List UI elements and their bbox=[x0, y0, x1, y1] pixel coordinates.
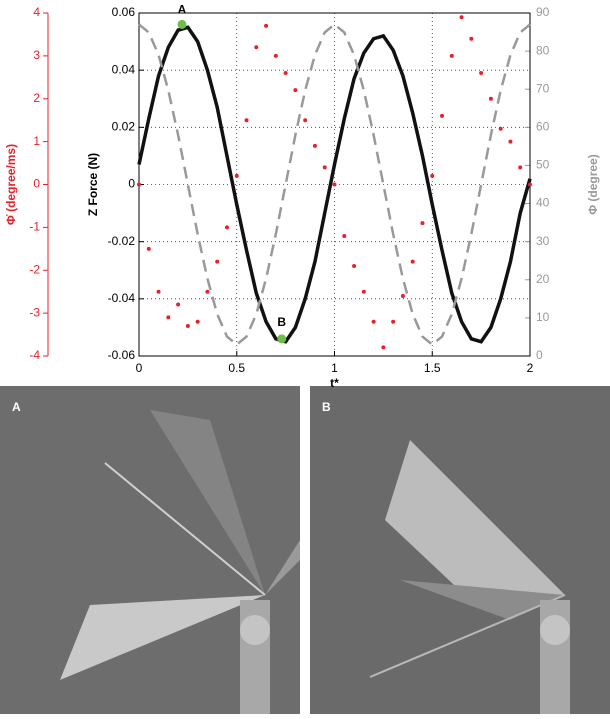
y-tick-label: 0 bbox=[128, 177, 135, 191]
y2-tick-label: 20 bbox=[536, 272, 550, 286]
data-point bbox=[264, 24, 268, 28]
y3-tick-label: 2 bbox=[33, 91, 40, 105]
y-tick-label: -0.04 bbox=[108, 291, 136, 305]
data-point bbox=[137, 183, 141, 187]
y2-tick-label: 90 bbox=[536, 5, 550, 19]
x-tick-label: 0.5 bbox=[228, 361, 245, 375]
x-tick-label: 0 bbox=[136, 361, 143, 375]
y-tick-label: -0.06 bbox=[108, 348, 136, 362]
data-point bbox=[352, 264, 356, 268]
y3-tick-label: -2 bbox=[29, 262, 40, 276]
y3-tick-label: 4 bbox=[33, 5, 40, 19]
data-point bbox=[205, 290, 209, 294]
y2-tick-label: 30 bbox=[536, 234, 550, 248]
data-point bbox=[499, 127, 503, 131]
y-axis-label: Z Force (N) bbox=[86, 153, 100, 216]
data-point bbox=[479, 71, 483, 75]
data-point bbox=[381, 345, 385, 349]
annotation-point bbox=[178, 20, 187, 29]
y2-tick-label: 50 bbox=[536, 158, 550, 172]
panel-label: B bbox=[322, 400, 331, 414]
y2-axis-label: Φ (degree) bbox=[586, 154, 600, 215]
data-point bbox=[235, 174, 239, 178]
data-point bbox=[166, 315, 170, 319]
data-point bbox=[157, 290, 161, 294]
y-tick-label: 0.02 bbox=[112, 120, 136, 134]
data-point bbox=[469, 37, 473, 41]
data-point bbox=[372, 320, 376, 324]
data-point bbox=[440, 114, 444, 118]
panel-label: A bbox=[12, 400, 21, 414]
data-point bbox=[313, 144, 317, 148]
y2-tick-label: 60 bbox=[536, 120, 550, 134]
data-point bbox=[430, 174, 434, 178]
annotation-label: A bbox=[178, 3, 187, 17]
x-axis-label: t* bbox=[330, 376, 339, 390]
y-tick-label: -0.02 bbox=[108, 234, 136, 248]
y3-tick-label: -4 bbox=[29, 348, 40, 362]
data-point bbox=[489, 97, 493, 101]
annotation-label: B bbox=[277, 315, 286, 329]
data-point bbox=[245, 118, 249, 122]
data-point bbox=[411, 260, 415, 264]
data-point bbox=[450, 54, 454, 58]
data-point bbox=[401, 294, 405, 298]
y2-tick-label: 10 bbox=[536, 310, 550, 324]
figure: A B 0 0.5 1 1.5 2 -0.06 -0.04 -0.02 0 0.02 0.04 0.0… bbox=[0, 0, 610, 714]
data-point bbox=[362, 290, 366, 294]
y3-tick-label: 0 bbox=[33, 177, 40, 191]
y-tick-label: 0.06 bbox=[112, 5, 136, 19]
data-point bbox=[176, 303, 180, 307]
data-point bbox=[508, 140, 512, 144]
x-tick-label: 1 bbox=[331, 361, 338, 375]
y3-tick-label: 3 bbox=[33, 48, 40, 62]
data-point bbox=[147, 247, 151, 251]
photo-b bbox=[310, 386, 610, 714]
data-point bbox=[528, 183, 532, 187]
y3-axis-label: Φ̇ (degree/ms) bbox=[4, 144, 18, 225]
y-tick-label: 0.04 bbox=[112, 62, 136, 76]
y3-tick-label: -3 bbox=[29, 305, 40, 319]
photo-a bbox=[0, 386, 300, 714]
y2-tick-label: 0 bbox=[536, 348, 543, 362]
data-point bbox=[460, 15, 464, 19]
data-point bbox=[323, 165, 327, 169]
x-tick-label: 1.5 bbox=[424, 361, 441, 375]
y2-tick-label: 70 bbox=[536, 81, 550, 95]
data-point bbox=[215, 260, 219, 264]
y2-tick-label: 40 bbox=[536, 196, 550, 210]
data-point bbox=[303, 118, 307, 122]
data-point bbox=[293, 88, 297, 92]
data-point bbox=[186, 324, 190, 328]
annotation-point bbox=[277, 334, 286, 343]
data-point bbox=[284, 71, 288, 75]
y3-tick-label: -1 bbox=[29, 220, 40, 234]
data-point bbox=[333, 183, 337, 187]
data-point bbox=[391, 320, 395, 324]
data-point bbox=[518, 165, 522, 169]
data-point bbox=[254, 45, 258, 49]
data-point bbox=[274, 54, 278, 58]
data-point bbox=[196, 320, 200, 324]
y2-tick-label: 80 bbox=[536, 43, 550, 57]
x-tick-label: 2 bbox=[527, 361, 534, 375]
data-point bbox=[225, 225, 229, 229]
data-point bbox=[342, 234, 346, 238]
data-point bbox=[420, 221, 424, 225]
y3-tick-label: 1 bbox=[33, 134, 40, 148]
